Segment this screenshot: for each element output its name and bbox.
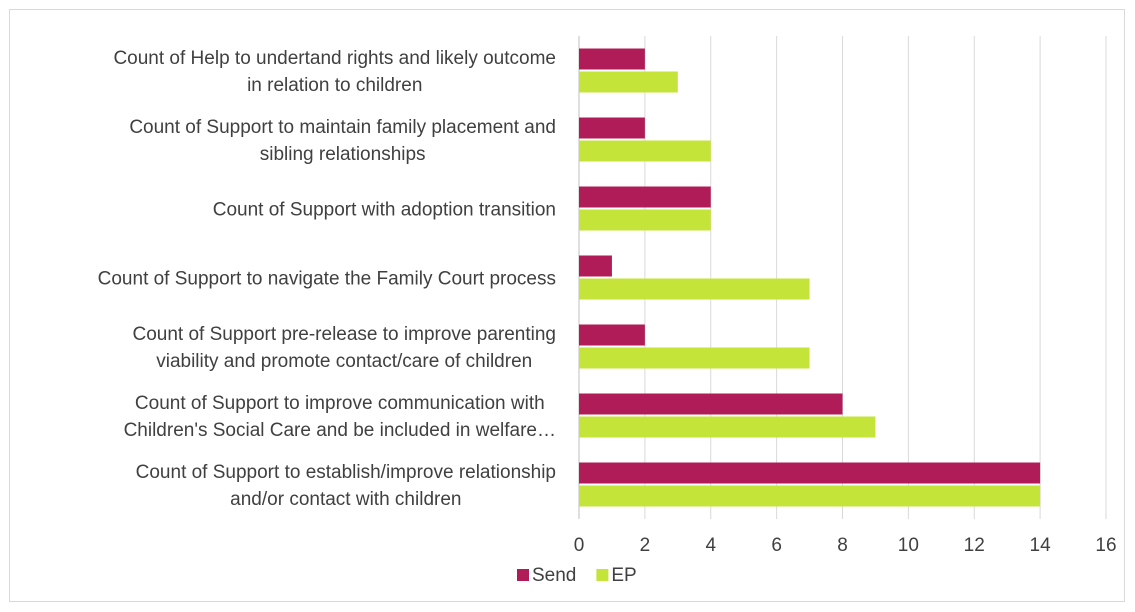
bars bbox=[579, 48, 1041, 507]
bar-send bbox=[579, 48, 645, 70]
category-label: Count of Support to improve communicatio… bbox=[135, 393, 545, 414]
category-label: Count of Support to establish/improve re… bbox=[136, 462, 556, 483]
bar-ep bbox=[579, 416, 876, 438]
category-label: Count of Support pre-release to improve … bbox=[132, 324, 556, 345]
x-tick-label: 2 bbox=[640, 535, 651, 556]
bar-chart: Count of Help to undertand rights and li… bbox=[98, 36, 1117, 586]
category-label: and/or contact with children bbox=[230, 489, 461, 510]
bar-ep bbox=[579, 278, 810, 300]
bar-ep bbox=[579, 485, 1041, 507]
legend-swatch-ep bbox=[596, 569, 609, 581]
bar-send bbox=[579, 117, 645, 139]
bar-send bbox=[579, 186, 711, 208]
x-tick-label: 6 bbox=[771, 535, 782, 556]
legend-swatch-send bbox=[517, 569, 529, 581]
bar-send bbox=[579, 255, 612, 277]
bar-ep bbox=[579, 209, 711, 231]
x-tick-label: 12 bbox=[964, 535, 985, 556]
category-label: viability and promote contact/care of ch… bbox=[156, 351, 532, 372]
category-label: in relation to children bbox=[247, 75, 422, 96]
x-tick-label: 14 bbox=[1030, 535, 1052, 556]
legend-label-ep: EP bbox=[611, 565, 636, 586]
chart-frame: Count of Help to undertand rights and li… bbox=[9, 9, 1125, 602]
bar-send bbox=[579, 462, 1041, 484]
x-tick-label: 10 bbox=[898, 535, 919, 556]
gridlines bbox=[578, 36, 1107, 519]
bar-ep bbox=[579, 347, 810, 369]
legend-label-send: Send bbox=[532, 565, 576, 586]
bar-send bbox=[579, 393, 843, 415]
x-tick-label: 0 bbox=[574, 535, 585, 556]
category-label: sibling relationships bbox=[260, 144, 426, 165]
legend: Send EP bbox=[517, 565, 637, 586]
category-label: Count of Support to maintain family plac… bbox=[129, 117, 556, 138]
bar-ep bbox=[579, 71, 678, 93]
x-tick-label: 8 bbox=[837, 535, 848, 556]
category-label: Count of Support with adoption transitio… bbox=[213, 200, 556, 221]
category-label: Count of Help to undertand rights and li… bbox=[113, 48, 556, 69]
category-labels: Count of Help to undertand rights and li… bbox=[98, 48, 556, 510]
category-label: Children's Social Care and be included i… bbox=[124, 420, 556, 441]
bar-ep bbox=[579, 140, 711, 162]
category-label: Count of Support to navigate the Family … bbox=[98, 269, 556, 290]
bar-send bbox=[579, 324, 645, 346]
x-tick-label: 16 bbox=[1095, 535, 1116, 556]
x-tick-label: 4 bbox=[705, 535, 716, 556]
x-tick-labels: 0 2 4 6 8 10 12 14 16 bbox=[574, 535, 1117, 556]
